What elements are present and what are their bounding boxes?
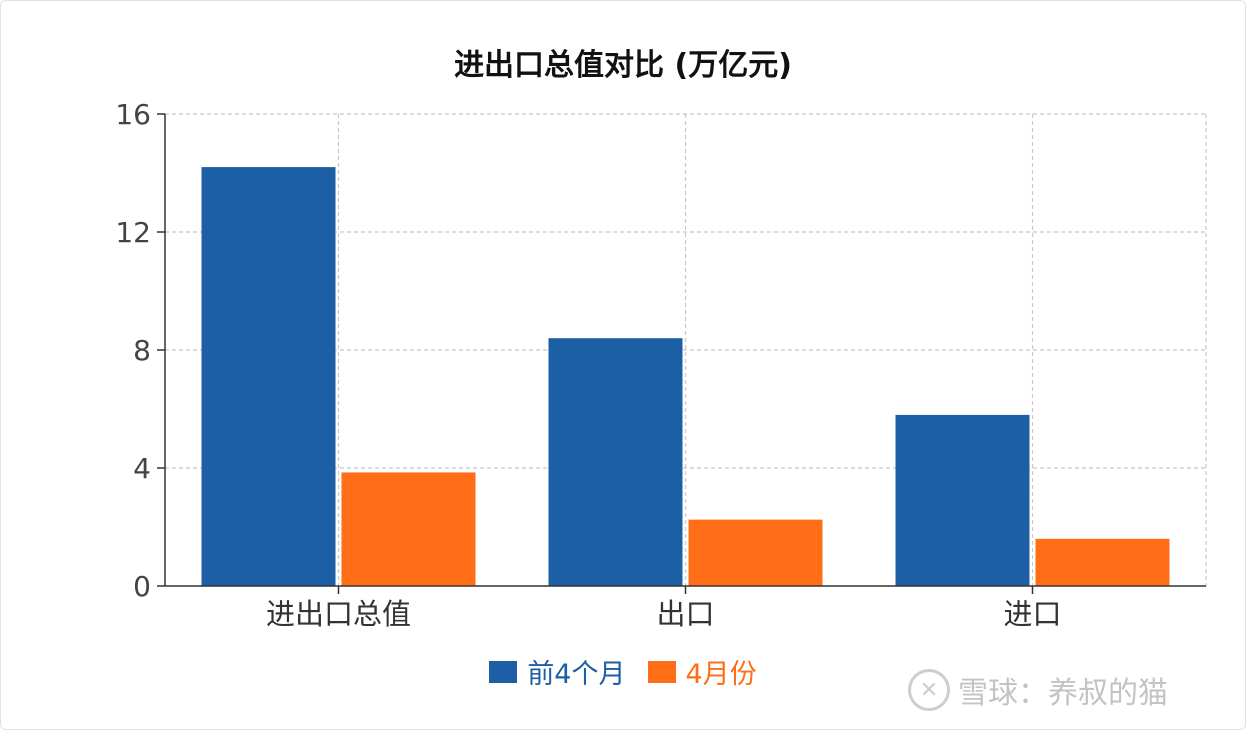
legend: 前4个月 4月份 xyxy=(0,652,1246,691)
bar-series-1 xyxy=(548,338,683,586)
y-tick-label: 12 xyxy=(115,216,151,249)
watermark-text: 雪球：养叔的猫 xyxy=(958,676,1168,711)
bar-series-1 xyxy=(201,167,336,586)
legend-item-series-1[interactable]: 前4个月 xyxy=(489,652,626,691)
bar-series-2 xyxy=(341,472,476,586)
bar-series-2 xyxy=(1035,538,1170,586)
bar-series-1 xyxy=(895,414,1030,586)
legend-swatch-series-1 xyxy=(489,660,518,683)
watermark: ✕ 雪球：养叔的猫 xyxy=(908,668,1168,712)
snowball-logo-icon: ✕ xyxy=(908,669,950,711)
x-tick-label: 进口 xyxy=(1003,597,1061,631)
legend-label-series-2: 4月份 xyxy=(685,659,757,690)
legend-label-series-1: 前4个月 xyxy=(527,659,626,690)
y-tick-label: 0 xyxy=(133,570,151,603)
x-tick-label: 进出口总值 xyxy=(266,597,411,631)
y-tick-label: 16 xyxy=(115,98,151,131)
y-tick-label: 4 xyxy=(133,452,151,485)
y-tick-label: 8 xyxy=(133,334,151,367)
bar-series-2 xyxy=(688,519,823,586)
legend-swatch-series-2 xyxy=(647,660,676,683)
legend-item-series-2[interactable]: 4月份 xyxy=(647,652,757,691)
chart-title: 进出口总值对比 (万亿元) xyxy=(454,48,792,83)
x-tick-label: 出口 xyxy=(656,597,714,631)
